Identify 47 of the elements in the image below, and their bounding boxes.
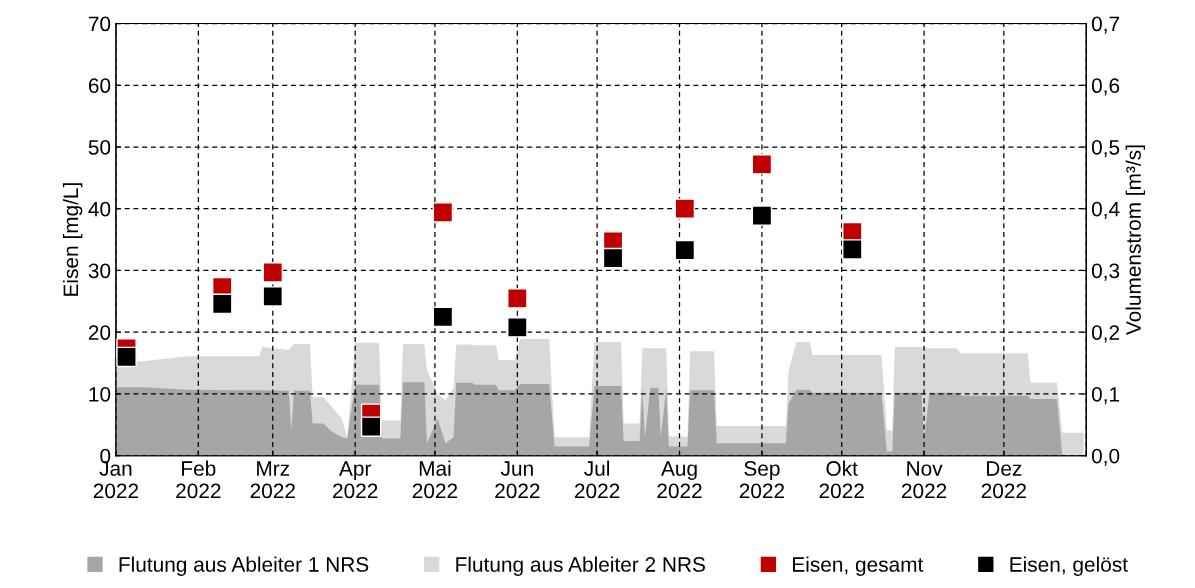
legend-label: Flutung aus Ableiter 1 NRS [119, 556, 369, 576]
point [507, 287, 528, 309]
y2-tick-label: 0,6 [1091, 78, 1120, 96]
legend-label: Flutung aus Ableiter 2 NRS [456, 556, 705, 576]
y2-tick-label: 0,7 [1091, 16, 1120, 34]
point [674, 239, 696, 261]
y2-tick-label: 0,1 [1091, 386, 1120, 405]
x-tick-label: Apr 2022 [333, 461, 378, 499]
y-tick-label: 20 [88, 325, 111, 340]
x-tick-label: Jun 2022 [495, 461, 540, 499]
point [602, 247, 624, 269]
x-tick-label: Nov 2022 [901, 461, 947, 499]
y2-tick-label: 0,5 [1091, 140, 1120, 158]
y-tick-label: 10 [89, 386, 111, 402]
y-tick-label: 60 [88, 78, 111, 94]
point [262, 286, 284, 307]
point [674, 198, 696, 220]
y2-tick-label: 0,4 [1091, 201, 1120, 219]
x-tick-label: Jul 2022 [574, 460, 620, 499]
y-axis-title: Eisen [mg/L] [62, 183, 83, 296]
point [432, 202, 454, 223]
x-tick-label: Okt 2022 [819, 460, 864, 499]
x-tick-label: Sep 2022 [739, 461, 785, 499]
point [211, 293, 233, 315]
legend-label: Eisen, gelöst [1010, 556, 1128, 576]
x-tick-label: Dez 2022 [981, 461, 1026, 499]
x-tick-label: Mai 2022 [412, 460, 458, 499]
point [360, 416, 382, 437]
y-tick-label: 70 [88, 16, 111, 32]
x-tick-label: Feb 2022 [176, 460, 221, 499]
y-tick-label: 50 [88, 140, 111, 155]
point [116, 346, 137, 368]
point [751, 205, 773, 226]
point [262, 262, 284, 283]
y2-tick-label: 0,3 [1091, 263, 1120, 281]
point [842, 239, 863, 260]
point [751, 154, 773, 175]
x-tick-label: Mrz 2022 [250, 461, 295, 499]
y2-tick-label: 0,0 [1091, 448, 1120, 466]
y-tick-label: 30 [88, 263, 111, 279]
y-tick-label: 40 [88, 201, 111, 217]
point [432, 306, 454, 328]
y2-axis-title: Volumenstrom [m³/s] [1125, 145, 1146, 336]
point [507, 317, 528, 338]
x-tick-label: Aug 2022 [657, 461, 702, 499]
legend-label: Eisen, gesamt [793, 556, 924, 576]
y2-tick-label: 0,2 [1091, 325, 1120, 343]
